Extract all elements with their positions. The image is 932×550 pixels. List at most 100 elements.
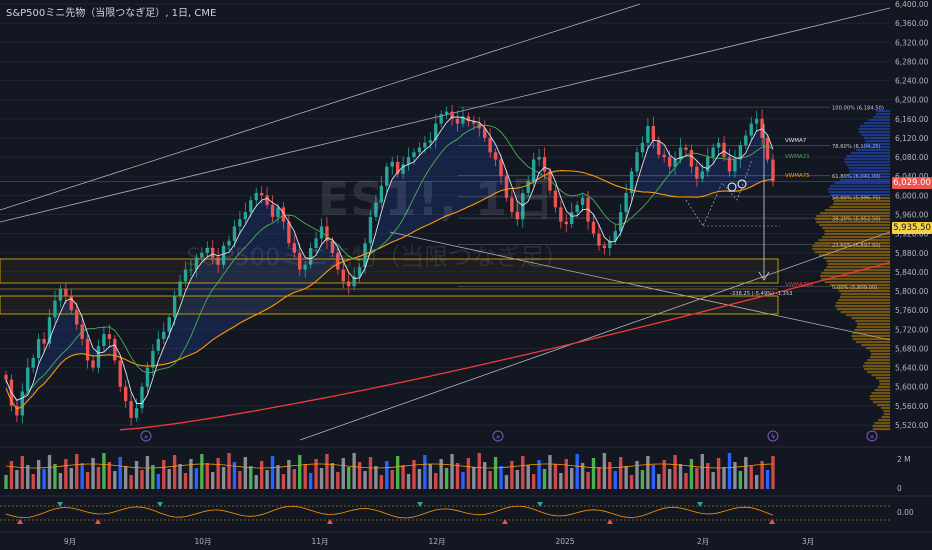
candle-body <box>651 125 656 141</box>
candle-body <box>695 166 699 179</box>
volume-bar <box>553 464 558 489</box>
volume-bar <box>15 470 19 489</box>
volume-profile-bar <box>818 239 890 242</box>
candle-body <box>466 116 471 122</box>
candle-body <box>298 252 302 270</box>
volume-bar <box>227 453 231 489</box>
candle-body <box>232 226 237 241</box>
volume-profile-bar <box>834 287 890 290</box>
double-arrow-icon <box>866 430 878 442</box>
volume-profile-bar <box>875 113 890 116</box>
volume-profile-bar <box>855 320 890 323</box>
volume-profile-bar <box>821 278 890 281</box>
candle-body <box>314 238 318 248</box>
volume-profile-bar <box>852 332 890 335</box>
time-axis-label: 3月 <box>802 537 814 546</box>
volume-axis-label: 0 <box>897 484 902 493</box>
volume-bar <box>357 462 362 489</box>
candle-body <box>194 257 199 270</box>
candle-body <box>102 334 106 347</box>
signal-marker <box>537 502 543 507</box>
volume-profile-bar <box>832 197 890 200</box>
price-axis-label: 5,560.00 <box>895 402 929 411</box>
volume-bar <box>281 474 286 489</box>
price-axis-label: 5,720.00 <box>895 325 929 334</box>
candle-body <box>107 334 112 339</box>
volume-profile-bar <box>814 242 890 245</box>
volume-profile-bar <box>854 329 890 332</box>
volume-profile-bar <box>829 206 890 209</box>
volume-profile-bar <box>819 212 890 215</box>
name-watermark: S&P500ミニ先物（当限つなぎ足） <box>186 243 569 271</box>
candle-body <box>75 310 79 325</box>
candle-body <box>629 171 634 193</box>
volume-bar <box>31 474 35 489</box>
volume-profile-bar <box>844 161 890 164</box>
lightning-icon <box>767 430 779 442</box>
candle-body <box>347 281 351 287</box>
volume-bar <box>526 465 530 489</box>
volume-profile-bar <box>846 155 890 158</box>
volume-profile-bar <box>856 326 890 329</box>
trend-channel-line <box>0 3 641 211</box>
volume-bar <box>107 462 112 489</box>
time-axis-label: 2025 <box>555 537 574 546</box>
candle-body <box>744 135 748 146</box>
volume-profile-bar <box>863 137 890 140</box>
candle-body <box>526 181 530 193</box>
measure-label: -338.25 (-5.49%) -1,353 <box>730 291 792 297</box>
volume-profile-bar <box>848 173 890 176</box>
candle-body <box>162 331 166 339</box>
volume-bar <box>336 472 340 489</box>
volume-profile-bar <box>856 149 890 152</box>
price-axis-label: 5,920.00 <box>895 230 929 239</box>
candle-body <box>249 200 253 213</box>
volume-bar <box>542 469 547 489</box>
volume-bar <box>205 463 209 489</box>
volume-profile-bar <box>856 341 890 344</box>
vwma7-line <box>5 116 774 404</box>
candle-body <box>689 149 694 167</box>
candle-body <box>265 195 269 205</box>
volume-bar <box>695 468 699 489</box>
volume-profile-bar <box>870 398 890 401</box>
candle-body <box>423 142 427 148</box>
volume-bar <box>80 463 84 489</box>
double-arrow-icon-glyph: » <box>144 433 148 441</box>
volume-profile-bar <box>827 263 890 266</box>
candle-body <box>716 142 721 148</box>
volume-bar <box>292 469 296 489</box>
volume-profile-bar <box>848 167 890 170</box>
volume-profile-bar <box>872 425 890 428</box>
double-arrow-icon <box>140 430 152 442</box>
signal-marker <box>769 519 775 524</box>
candle-body <box>760 118 764 138</box>
volume-profile-bar <box>838 299 890 302</box>
time-axis-label: 12月 <box>428 537 445 546</box>
price-axis-label: 5,880.00 <box>895 249 929 258</box>
price-axis-label: 6,360.00 <box>895 19 929 28</box>
signal-marker <box>17 519 23 524</box>
volume-bar <box>85 472 90 489</box>
volume-profile-bar <box>866 347 890 350</box>
volume-bar <box>47 455 52 489</box>
volume-profile-bar <box>826 260 890 263</box>
volume-bar <box>706 463 710 489</box>
price-axis-label: 6,400.00 <box>895 0 929 9</box>
volume-bar <box>167 469 171 489</box>
volume-bar <box>308 473 313 489</box>
volume-profile-bar <box>876 110 890 113</box>
candle-body <box>559 207 563 222</box>
volume-bar <box>531 474 536 489</box>
volume-bar <box>183 473 188 489</box>
volume-profile-bar <box>881 407 890 410</box>
volume-bar <box>597 467 601 489</box>
volume-bar <box>716 458 721 489</box>
volume-bar <box>493 457 498 489</box>
volume-profile-bar <box>834 182 890 185</box>
candle-body <box>580 197 585 205</box>
volume-bar <box>548 455 552 489</box>
candle-body <box>96 346 101 368</box>
